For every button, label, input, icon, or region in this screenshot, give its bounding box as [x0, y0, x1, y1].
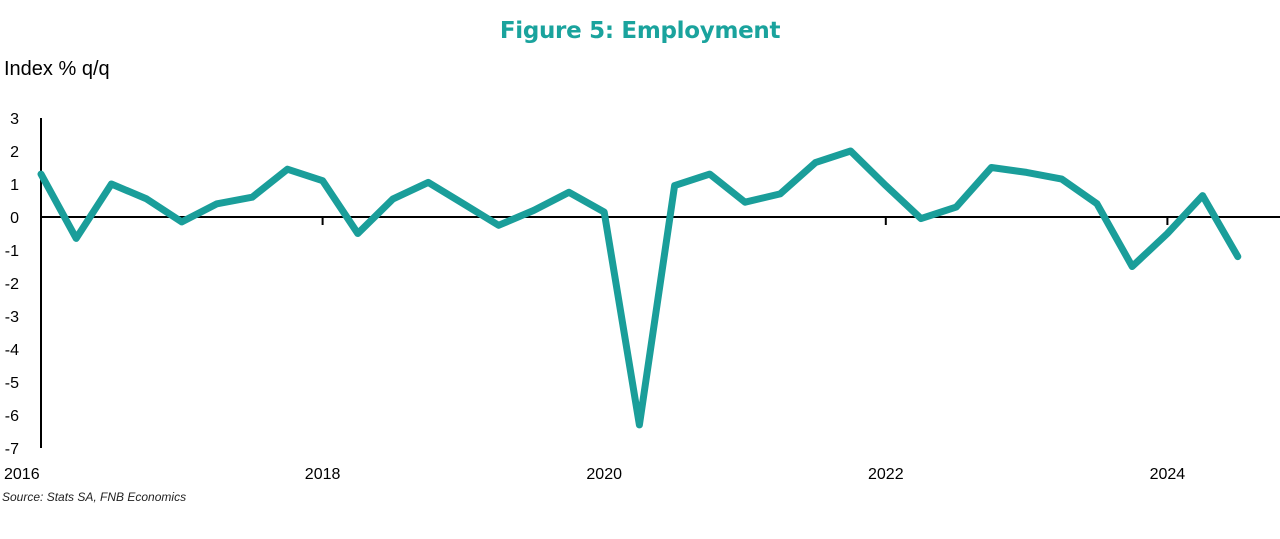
data-point [1167, 233, 1168, 234]
y-tick-label: -7 [5, 441, 19, 458]
series-group [37, 147, 1242, 429]
data-point [885, 185, 886, 186]
chart-title: Figure 5: Employment [499, 18, 781, 44]
y-tick-label: 3 [10, 111, 19, 128]
y-tick-label: 2 [10, 144, 19, 161]
data-point [357, 233, 358, 234]
data-point [850, 151, 851, 152]
y-tick-label: 1 [10, 177, 19, 194]
y-tick-label: -2 [5, 276, 19, 293]
data-point [393, 198, 394, 199]
data-point [1237, 256, 1238, 257]
y-tick-label: -1 [5, 243, 19, 260]
data-point [956, 207, 957, 208]
data-point [709, 174, 710, 175]
y-tick-label: -5 [5, 375, 19, 392]
data-point [498, 225, 499, 226]
data-point [76, 238, 77, 239]
data-point [533, 210, 534, 211]
data-point [991, 167, 992, 168]
data-point [428, 182, 429, 183]
y-tick-label: -4 [5, 342, 19, 359]
x-tick-label: 2020 [586, 466, 622, 483]
data-point [322, 180, 323, 181]
data-point [41, 174, 42, 175]
x-tick-label: 2022 [868, 466, 904, 483]
data-point [252, 197, 253, 198]
source-note: Source: Stats SA, FNB Economics [2, 490, 187, 504]
data-point [780, 193, 781, 194]
x-tick-label: 2024 [1150, 466, 1186, 483]
data-point [921, 218, 922, 219]
y-tick-label: -6 [5, 408, 19, 425]
data-point [181, 221, 182, 222]
data-point [1132, 266, 1133, 267]
data-point [604, 212, 605, 213]
data-point [674, 185, 675, 186]
data-point [1097, 203, 1098, 204]
data-point [815, 162, 816, 163]
x-tick-label: 2018 [305, 466, 341, 483]
y-axis-label: Index % q/q [4, 58, 110, 80]
data-point [463, 203, 464, 204]
employment-series-line [37, 147, 1242, 429]
data-point [569, 192, 570, 193]
x-tick-labels: 2016 2018 2020 2022 2024 [4, 217, 1185, 483]
data-point [146, 198, 147, 199]
data-point [639, 424, 640, 425]
y-tick-labels: 3 2 1 0 -1 -2 -3 -4 -5 -6 -7 [5, 111, 19, 458]
data-point [111, 184, 112, 185]
data-point [1061, 179, 1062, 180]
data-point [1026, 172, 1027, 173]
data-point [217, 203, 218, 204]
y-tick-label: -3 [5, 309, 19, 326]
data-point [1202, 195, 1203, 196]
x-tick-label: 2016 [4, 466, 40, 483]
data-point [745, 202, 746, 203]
y-tick-label: 0 [10, 210, 19, 227]
data-point [287, 169, 288, 170]
